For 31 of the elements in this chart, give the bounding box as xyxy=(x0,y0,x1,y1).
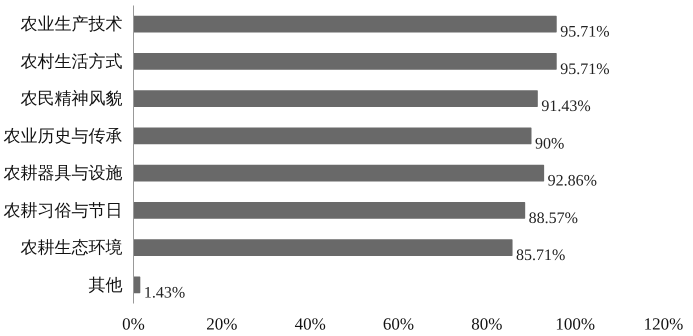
bar xyxy=(134,202,526,219)
data-label: 95.71% xyxy=(560,24,610,41)
bar xyxy=(134,16,557,32)
bar xyxy=(134,53,557,70)
bar xyxy=(134,164,544,182)
bar xyxy=(134,239,513,256)
y-tick-label: 农业生产技术 xyxy=(20,14,122,34)
bar xyxy=(134,90,538,107)
x-tick-label: 120% xyxy=(644,314,684,334)
bar xyxy=(134,128,532,144)
x-tick-label: 0% xyxy=(122,314,145,334)
x-tick-label: 80% xyxy=(471,314,502,334)
y-tick-label: 农耕习俗与节日 xyxy=(4,200,122,220)
data-label: 91.43% xyxy=(541,98,591,116)
y-tick-label: 其他 xyxy=(88,275,122,294)
y-tick-label: 农业历史与传承 xyxy=(4,126,122,146)
y-tick-label: 农耕生态环境 xyxy=(20,238,122,258)
data-label: 1.43% xyxy=(144,284,186,302)
y-tick-label: 农民精神风貌 xyxy=(20,89,122,108)
y-tick-label: 农耕器具与设施 xyxy=(4,164,122,183)
x-tick-label: 60% xyxy=(382,314,414,334)
data-label: 95.71% xyxy=(560,60,610,78)
bar xyxy=(134,276,140,294)
y-tick-label: 农村生活方式 xyxy=(20,52,122,71)
x-tick-label: 100% xyxy=(555,314,596,334)
data-label: 85.71% xyxy=(516,247,566,264)
x-tick-label: 20% xyxy=(206,314,238,334)
data-label: 92.86% xyxy=(548,172,597,190)
data-label: 88.57% xyxy=(528,210,578,227)
data-label: 90% xyxy=(535,135,564,152)
x-tick-label: 40% xyxy=(294,314,326,334)
